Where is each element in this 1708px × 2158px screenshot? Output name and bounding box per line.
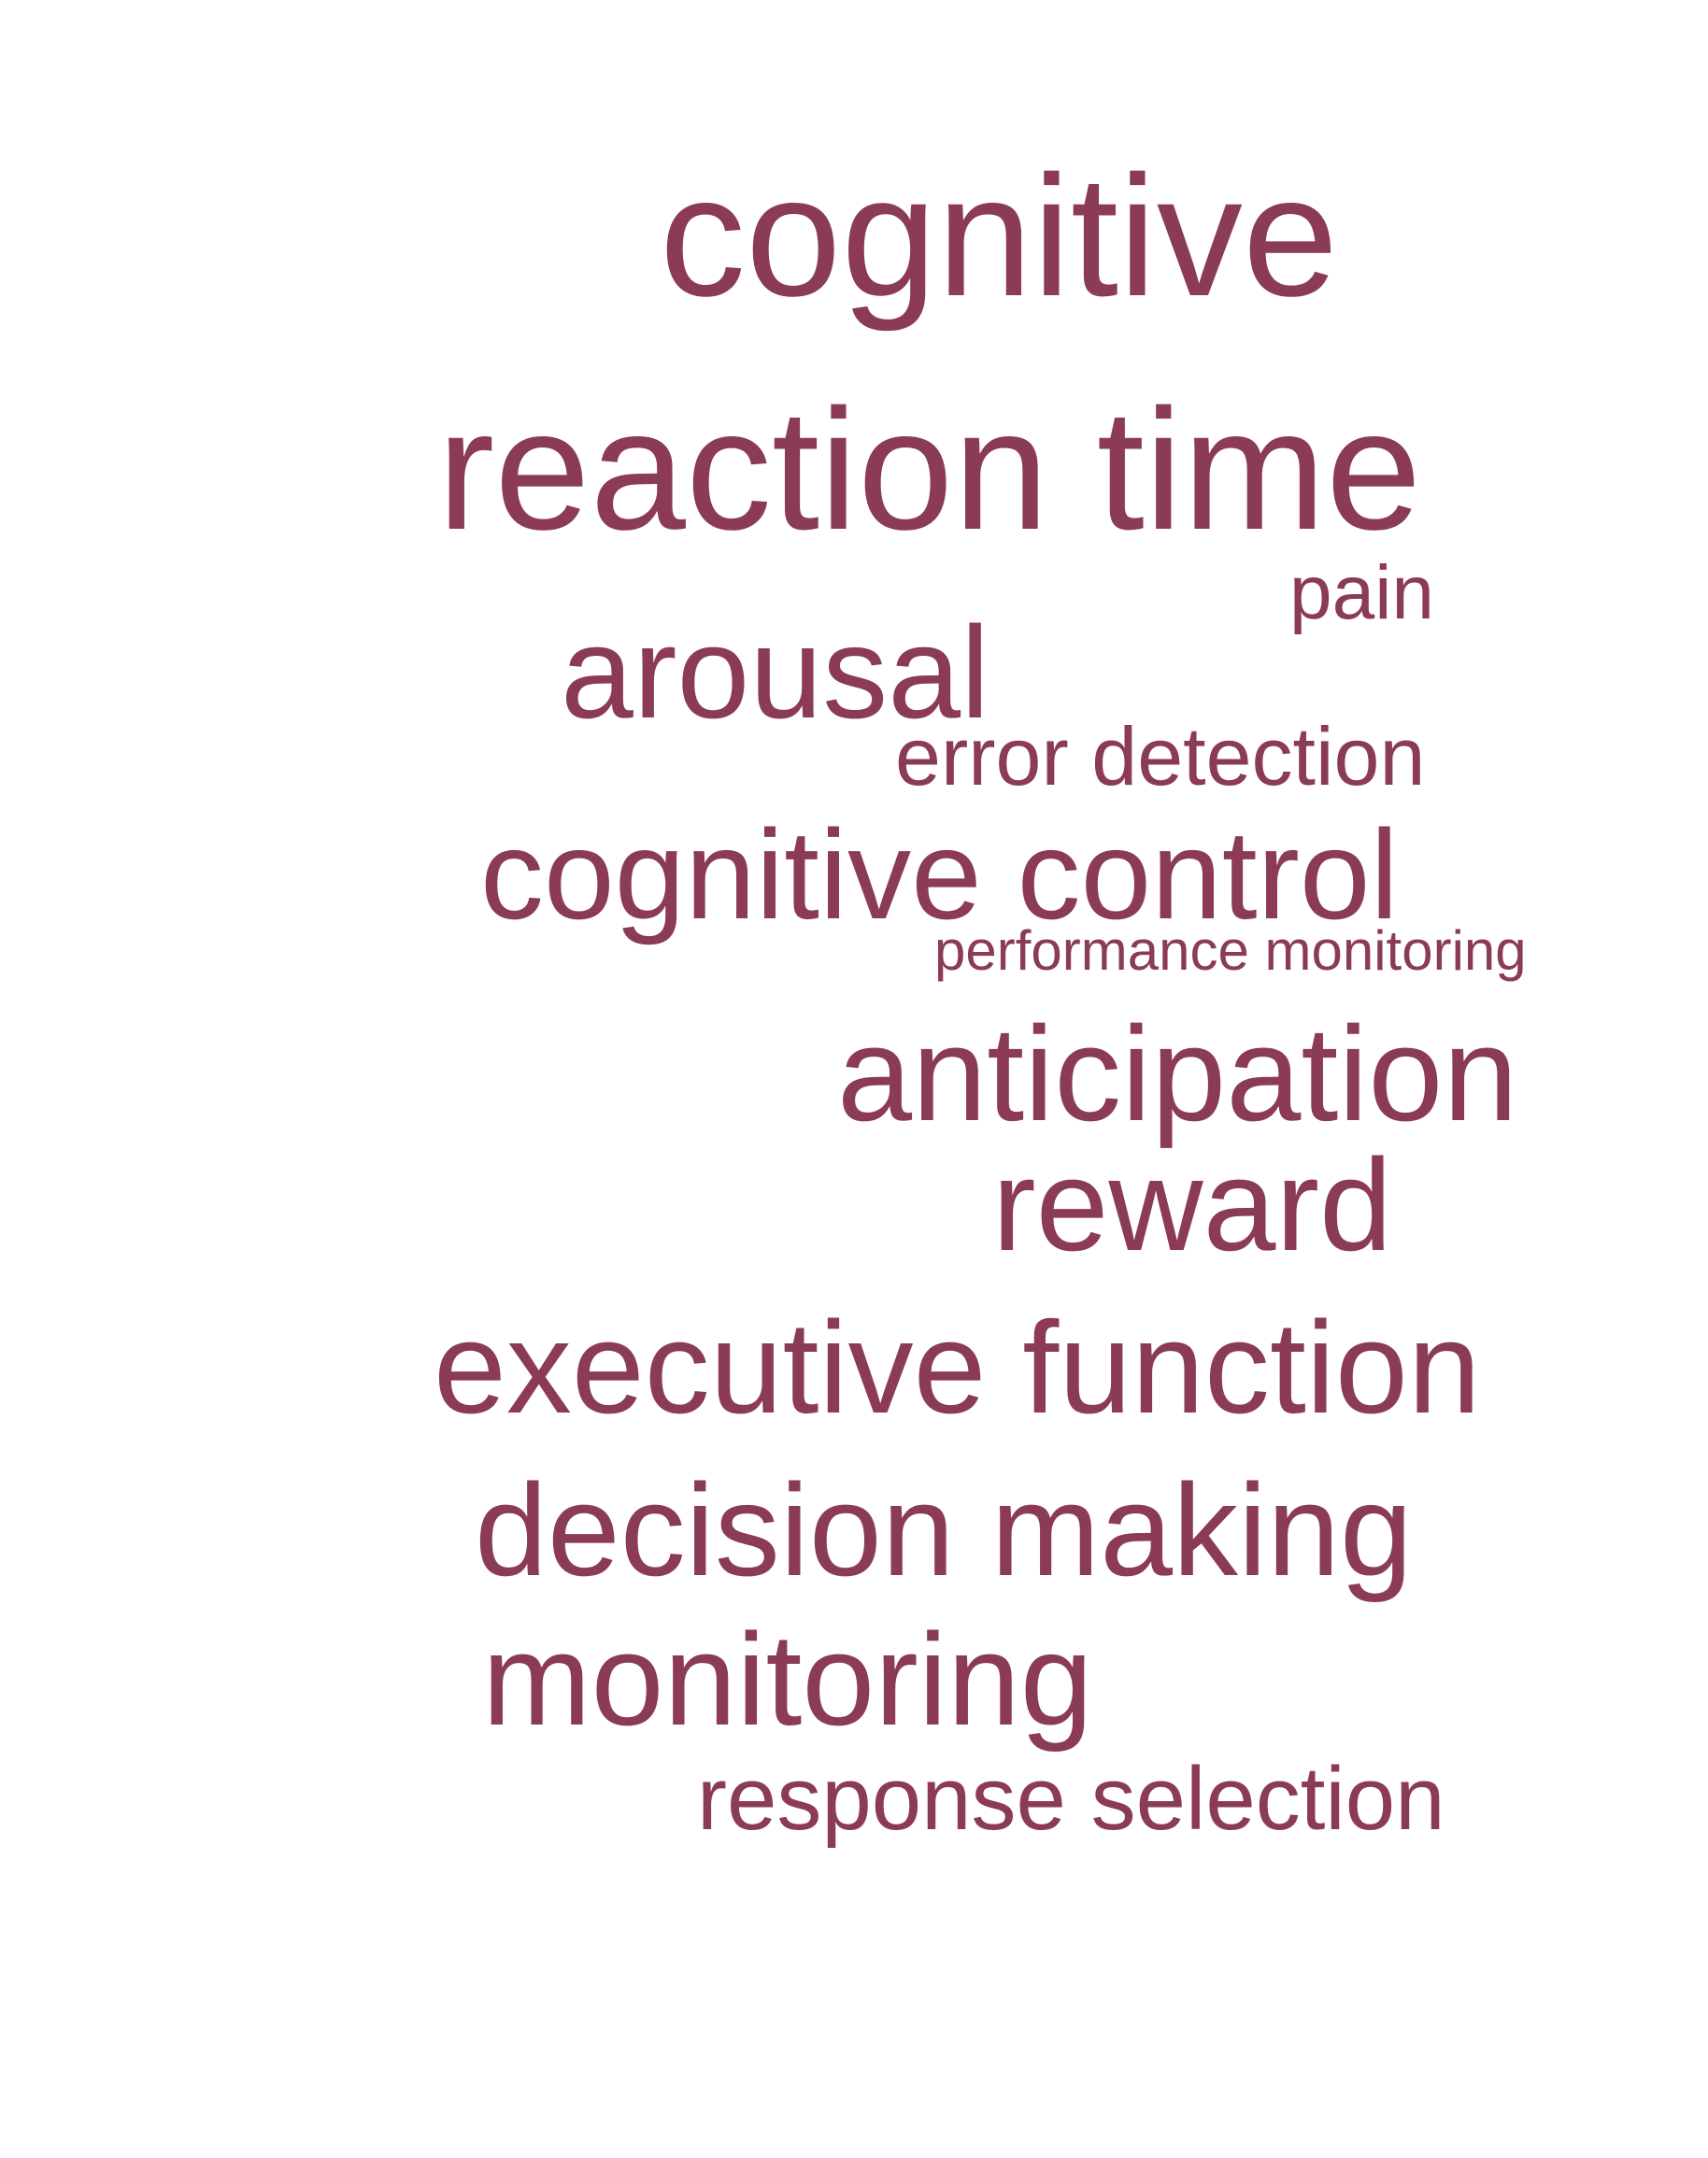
word-response-selection: response selection — [697, 1749, 1445, 1849]
word-arousal: arousal — [561, 599, 990, 745]
word-monitoring: monitoring — [482, 1606, 1093, 1753]
word-reaction-time: reaction time — [437, 373, 1422, 565]
word-performance-monitoring: performance monitoring — [934, 919, 1527, 982]
word-anticipation: anticipation — [837, 999, 1518, 1149]
word-reward: reward — [992, 1131, 1392, 1278]
word-cognitive-control: cognitive control — [480, 803, 1399, 945]
word-cognitive: cognitive — [660, 139, 1339, 332]
word-executive-function: executive function — [434, 1294, 1481, 1441]
word-decision-making: decision making — [475, 1456, 1413, 1603]
word-pain: pain — [1289, 550, 1435, 635]
word-error-detection: error detection — [895, 710, 1426, 802]
